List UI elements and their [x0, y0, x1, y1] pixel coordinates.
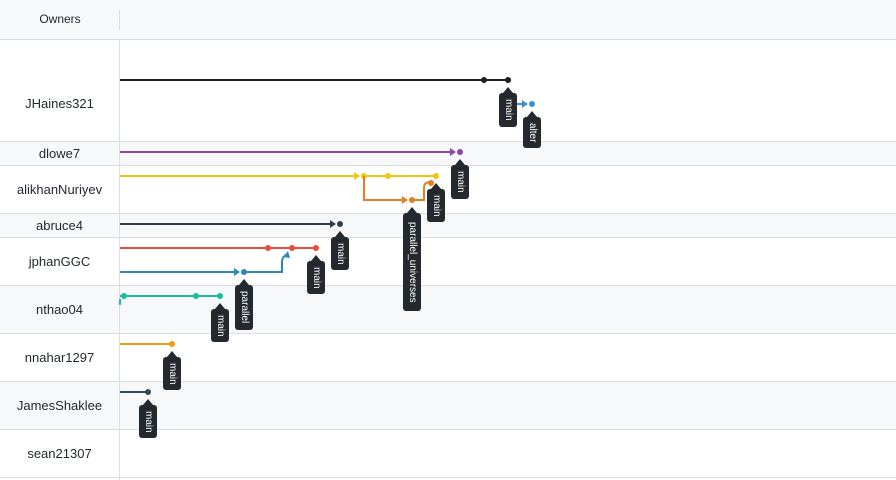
merge-arrow	[354, 172, 360, 180]
branch-tag[interactable]: main	[139, 399, 157, 438]
commit-dot	[193, 293, 199, 299]
merge-arrow	[283, 251, 290, 258]
owner-row-jhaines321: JHaines321	[0, 40, 896, 142]
commit-dot	[481, 77, 487, 83]
branch-tag[interactable]: parallel	[235, 279, 253, 330]
branch-tag[interactable]: main	[331, 231, 349, 270]
owner-name: jphanGGC	[28, 254, 91, 269]
owner-row-sean21307: sean21307	[0, 430, 896, 478]
commit-dot	[289, 245, 295, 251]
table-header: Owners	[0, 0, 896, 40]
owner-row-nnahar1297: nnahar1297	[0, 334, 896, 382]
branch-tag[interactable]: main	[163, 351, 181, 390]
owner-name: nthao04	[36, 302, 83, 317]
owners-column-header: Owners	[39, 12, 81, 26]
commit-dot	[433, 173, 439, 179]
owner-name: dlowe7	[38, 146, 81, 161]
commit-dot	[457, 149, 463, 155]
commit-dot	[313, 245, 319, 251]
column-divider	[119, 40, 120, 480]
commit-dot	[385, 173, 391, 179]
merge-arrow	[402, 196, 408, 204]
commit-dot	[529, 101, 535, 107]
owner-name: abruce4	[36, 218, 83, 233]
merge-arrow	[330, 220, 336, 228]
branch-tag[interactable]: main	[307, 255, 325, 294]
owner-row-jphanggc: jphanGGC	[0, 238, 896, 286]
merge-arrow	[522, 100, 528, 108]
owner-name: alikhanNuriyev	[16, 182, 103, 197]
branch-tag[interactable]: main	[499, 87, 517, 127]
owner-name: sean21307	[27, 446, 92, 461]
owner-row-abruce4: abruce4	[0, 214, 896, 238]
commit-dot	[505, 77, 511, 83]
commit-dot	[217, 293, 223, 299]
owner-row-nthao04: nthao04	[0, 286, 896, 334]
owner-name: JamesShaklee	[16, 398, 103, 413]
merge-arrow	[450, 148, 456, 156]
commit-dot	[337, 221, 343, 227]
owner-name: JHaines321	[25, 96, 94, 111]
owner-row-alikhannuriyev: alikhanNuriyev	[0, 166, 896, 214]
commit-dot	[121, 293, 127, 299]
branch-line	[244, 254, 287, 273]
column-divider	[119, 10, 120, 30]
branch-tag[interactable]: main	[451, 159, 469, 199]
branch-tag[interactable]: alter	[523, 111, 541, 148]
merge-arrow	[234, 268, 240, 276]
branch-tag[interactable]: main	[211, 303, 229, 342]
owner-row-dlowe7: dlowe7	[0, 142, 896, 166]
owner-name: nnahar1297	[24, 350, 95, 365]
branch-tag[interactable]: main	[427, 183, 445, 222]
commit-dot	[265, 245, 271, 251]
commit-dot	[169, 341, 175, 347]
branch-line	[363, 176, 406, 201]
commit-dot	[145, 389, 151, 395]
branch-tag[interactable]: parallel_universes	[403, 207, 421, 311]
